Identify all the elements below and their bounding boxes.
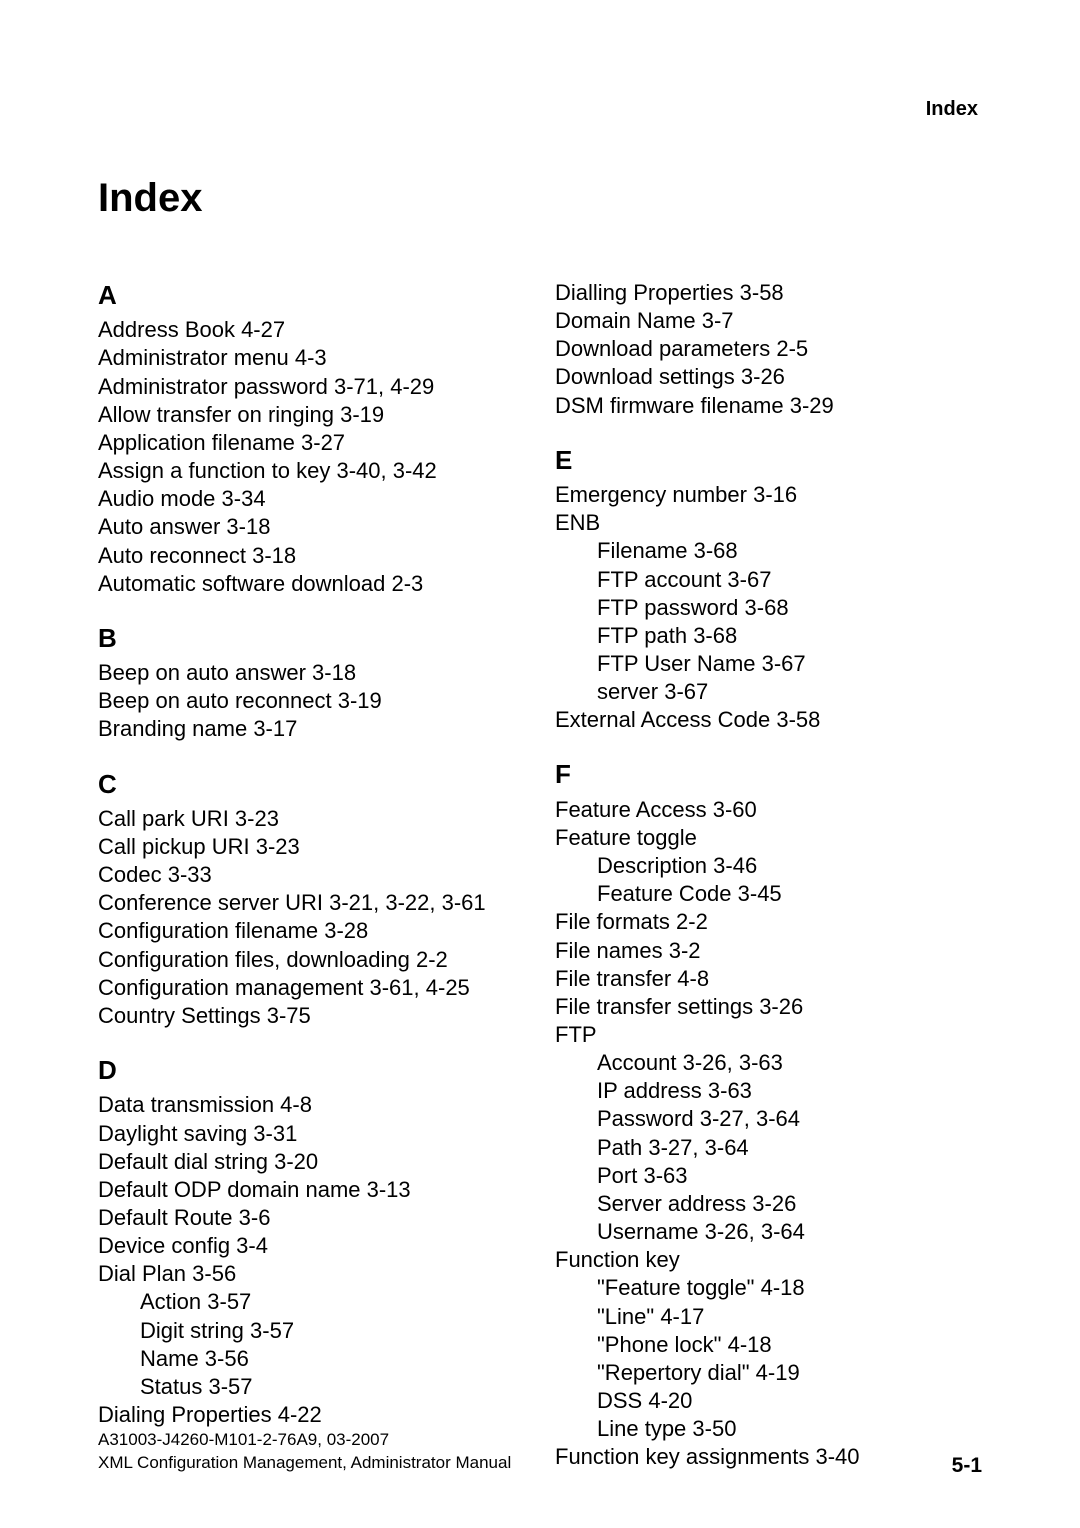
index-entry: Auto answer 3-18: [98, 513, 525, 541]
index-entry: Assign a function to key 3-40, 3-42: [98, 457, 525, 485]
index-entry: Branding name 3-17: [98, 715, 525, 743]
index-entry: Domain Name 3-7: [555, 307, 982, 335]
index-subentry: IP address 3-63: [597, 1077, 982, 1105]
index-subentry: Username 3-26, 3-64: [597, 1218, 982, 1246]
index-subentry: "Line" 4-17: [597, 1303, 982, 1331]
index-entry: External Access Code 3-58: [555, 706, 982, 734]
index-entry: Download settings 3-26: [555, 363, 982, 391]
section-letter-d: D: [98, 1054, 525, 1087]
index-entry: File names 3-2: [555, 937, 982, 965]
section-letter-c: C: [98, 768, 525, 801]
index-subentry: Description 3-46: [597, 852, 982, 880]
index-columns: A Address Book 4-27 Administrator menu 4…: [98, 279, 982, 1471]
index-subentry: Filename 3-68: [597, 537, 982, 565]
index-subentry: "Repertory dial" 4-19: [597, 1359, 982, 1387]
index-entry: Codec 3-33: [98, 861, 525, 889]
index-entry: File transfer settings 3-26: [555, 993, 982, 1021]
index-entry: Address Book 4-27: [98, 316, 525, 344]
index-entry: Allow transfer on ringing 3-19: [98, 401, 525, 429]
index-subentry: "Phone lock" 4-18: [597, 1331, 982, 1359]
index-entry: Device config 3-4: [98, 1232, 525, 1260]
index-entry: Feature Access 3-60: [555, 796, 982, 824]
index-entry: Function key: [555, 1246, 982, 1274]
index-subentry: FTP account 3-67: [597, 566, 982, 594]
index-entry: Feature toggle: [555, 824, 982, 852]
index-entry: FTP: [555, 1021, 982, 1049]
index-entry: Administrator password 3-71, 4-29: [98, 373, 525, 401]
column-right: Dialling Properties 3-58 Domain Name 3-7…: [555, 279, 982, 1471]
footer-doctitle: XML Configuration Management, Administra…: [98, 1452, 511, 1480]
index-entry: Default dial string 3-20: [98, 1148, 525, 1176]
running-head: Index: [926, 98, 978, 121]
index-subentry: Account 3-26, 3-63: [597, 1049, 982, 1077]
index-subentry: Action 3-57: [140, 1288, 525, 1316]
index-entry: Emergency number 3-16: [555, 481, 982, 509]
index-subentry: Path 3-27, 3-64: [597, 1134, 982, 1162]
index-entry: Beep on auto answer 3-18: [98, 659, 525, 687]
index-entry: Download parameters 2-5: [555, 335, 982, 363]
section-letter-a: A: [98, 279, 525, 312]
index-subentry: FTP password 3-68: [597, 594, 982, 622]
index-entry: File transfer 4-8: [555, 965, 982, 993]
index-subentry: FTP path 3-68: [597, 622, 982, 650]
index-subentry: Port 3-63: [597, 1162, 982, 1190]
index-subentry: Server address 3-26: [597, 1190, 982, 1218]
index-subentry: DSS 4-20: [597, 1387, 982, 1415]
index-title: Index: [98, 176, 982, 221]
index-entry: Beep on auto reconnect 3-19: [98, 687, 525, 715]
index-subentry: FTP User Name 3-67: [597, 650, 982, 678]
index-subentry: Feature Code 3-45: [597, 880, 982, 908]
column-left: A Address Book 4-27 Administrator menu 4…: [98, 279, 525, 1471]
index-entry: Application filename 3-27: [98, 429, 525, 457]
index-entry: Dial Plan 3-56: [98, 1260, 525, 1288]
index-entry: DSM firmware filename 3-29: [555, 392, 982, 420]
index-entry: Call park URI 3-23: [98, 805, 525, 833]
index-entry: Default ODP domain name 3-13: [98, 1176, 525, 1204]
index-subentry: Digit string 3-57: [140, 1317, 525, 1345]
index-subentry: "Feature toggle" 4-18: [597, 1274, 982, 1302]
page-footer: A31003-J4260-M101-2-76A9, 03-2007 XML Co…: [98, 1429, 982, 1480]
footer-docid: A31003-J4260-M101-2-76A9, 03-2007: [98, 1429, 982, 1452]
index-entry: Dialing Properties 4-22: [98, 1401, 525, 1429]
index-entry: File formats 2-2: [555, 908, 982, 936]
index-entry: Country Settings 3-75: [98, 1002, 525, 1030]
index-entry: Configuration files, downloading 2-2: [98, 946, 525, 974]
index-entry: Dialling Properties 3-58: [555, 279, 982, 307]
section-letter-f: F: [555, 758, 982, 791]
index-entry: Default Route 3-6: [98, 1204, 525, 1232]
index-entry: ENB: [555, 509, 982, 537]
index-entry: Daylight saving 3-31: [98, 1120, 525, 1148]
index-entry: Configuration management 3-61, 4-25: [98, 974, 525, 1002]
index-entry: Call pickup URI 3-23: [98, 833, 525, 861]
index-entry: Automatic software download 2-3: [98, 570, 525, 598]
index-subentry: server 3-67: [597, 678, 982, 706]
index-subentry: Name 3-56: [140, 1345, 525, 1373]
section-letter-e: E: [555, 444, 982, 477]
index-entry: Auto reconnect 3-18: [98, 542, 525, 570]
page-body: Index A Address Book 4-27 Administrator …: [0, 0, 1080, 1471]
index-entry: Conference server URI 3-21, 3-22, 3-61: [98, 889, 525, 917]
index-entry: Administrator menu 4-3: [98, 344, 525, 372]
page-number: 5-1: [952, 1452, 982, 1480]
index-entry: Data transmission 4-8: [98, 1091, 525, 1119]
index-subentry: Status 3-57: [140, 1373, 525, 1401]
index-entry: Audio mode 3-34: [98, 485, 525, 513]
index-entry: Configuration filename 3-28: [98, 917, 525, 945]
section-letter-b: B: [98, 622, 525, 655]
index-subentry: Password 3-27, 3-64: [597, 1105, 982, 1133]
